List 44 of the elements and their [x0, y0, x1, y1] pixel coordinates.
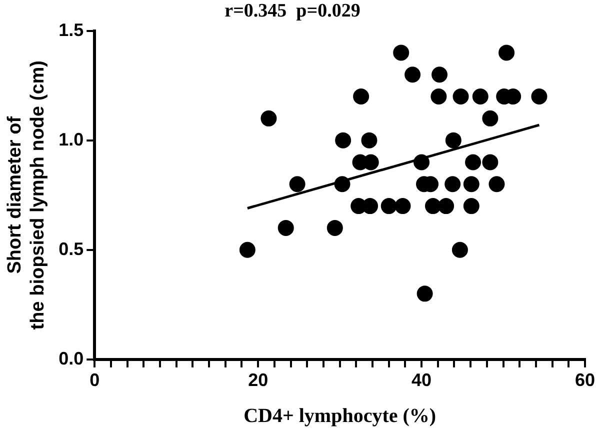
point	[404, 66, 421, 83]
point	[326, 220, 343, 236]
point	[393, 44, 410, 61]
point	[445, 132, 462, 148]
point	[463, 176, 480, 192]
point	[260, 110, 277, 126]
point	[498, 44, 515, 61]
point	[278, 220, 294, 236]
point	[394, 198, 411, 214]
y-tick-label: 1.0	[58, 129, 84, 150]
point	[452, 242, 468, 258]
y-tick-label: 0.0	[58, 348, 84, 368]
point	[239, 242, 256, 258]
point	[380, 198, 397, 214]
point	[444, 176, 461, 192]
point	[472, 88, 488, 105]
point	[362, 198, 378, 214]
point	[430, 88, 447, 105]
x-axis-title: CD4+ lymphocyte (%)	[244, 405, 436, 428]
point	[289, 176, 306, 192]
point	[482, 110, 498, 126]
chart-title: r=0.345 p=0.029	[224, 0, 360, 22]
point	[414, 154, 430, 170]
point	[335, 132, 352, 148]
point	[353, 88, 370, 105]
point	[482, 154, 498, 170]
x-tick-label: 0	[90, 370, 100, 390]
point	[432, 66, 448, 83]
point	[452, 88, 469, 105]
point	[334, 176, 350, 192]
point	[531, 88, 548, 105]
point	[361, 132, 378, 148]
y-tick-label: 0.5	[58, 238, 84, 259]
x-tick-label: 20	[248, 370, 268, 390]
x-tick-label: 40	[412, 370, 432, 390]
point	[465, 154, 482, 170]
y-axis-title: Short diameter of the biopsied lymph node (cm)	[4, 60, 48, 330]
x-tick-label: 60	[574, 370, 596, 390]
point	[416, 286, 433, 302]
point	[488, 176, 505, 192]
y-tick-label: 1.5	[58, 20, 84, 40]
point	[438, 198, 454, 214]
point	[463, 198, 480, 214]
point	[424, 198, 441, 214]
